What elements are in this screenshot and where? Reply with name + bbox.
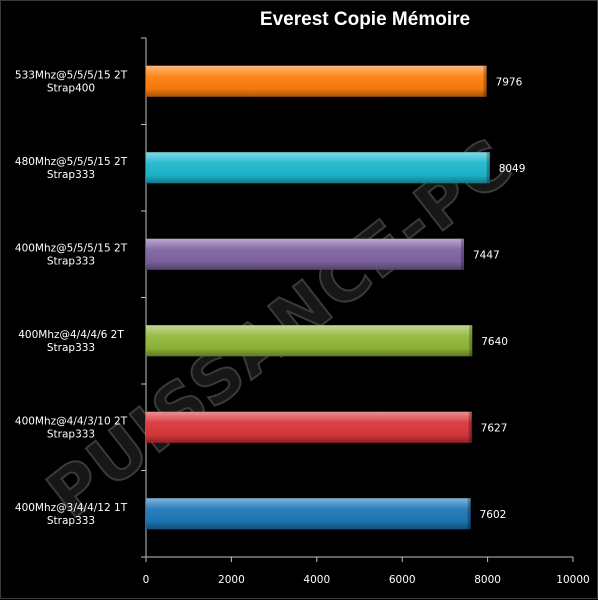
- category-label: 533Mhz@5/5/5/15 2T Strap400: [15, 69, 128, 94]
- x-tick-label: 0: [143, 574, 150, 586]
- data-label: 7640: [481, 336, 508, 348]
- chart-title: Everest Copie Mémoire: [260, 9, 470, 30]
- data-label: 7976: [496, 76, 523, 88]
- category-label: 400Mhz@5/5/5/15 2T Strap333: [15, 242, 128, 267]
- x-tick-label: 2000: [218, 574, 245, 586]
- category-label: 400Mhz@3/4/4/12 1T Strap333: [15, 502, 128, 527]
- category-label: 400Mhz@4/4/4/6 2T Strap333: [18, 329, 124, 354]
- bar-shine: [146, 498, 471, 530]
- bar-end-shade: [483, 65, 487, 97]
- x-tick-label: 4000: [303, 574, 330, 586]
- bar-end-shade: [468, 411, 472, 443]
- category-label: 480Mhz@5/5/5/15 2T Strap333: [15, 156, 128, 181]
- bar-end-shade: [460, 238, 464, 270]
- x-tick-label: 6000: [389, 574, 416, 586]
- data-label: 7447: [473, 249, 500, 261]
- bar-shine: [146, 325, 473, 357]
- bars: [146, 65, 490, 530]
- data-label: 8049: [499, 163, 526, 175]
- bar-shine: [146, 65, 487, 97]
- x-tick-label: 10000: [556, 574, 589, 586]
- data-label: 7627: [481, 422, 508, 434]
- data-label: 7602: [480, 509, 507, 521]
- labels: 7976 533Mhz@5/5/5/15 2T Strap400 8049 480Mhz…: [15, 69, 526, 527]
- bar-shine: [146, 238, 464, 270]
- axes: 0 2000 4000 6000 8000 10000: [141, 37, 590, 586]
- bar-shine: [146, 411, 472, 443]
- bar-shine: [146, 152, 490, 184]
- bar-end-shade: [467, 498, 471, 530]
- x-tick-label: 8000: [474, 574, 501, 586]
- category-label: 400Mhz@4/4/3/10 2T Strap333: [15, 415, 128, 440]
- bar-end-shade: [486, 152, 490, 184]
- bar-end-shade: [469, 325, 473, 357]
